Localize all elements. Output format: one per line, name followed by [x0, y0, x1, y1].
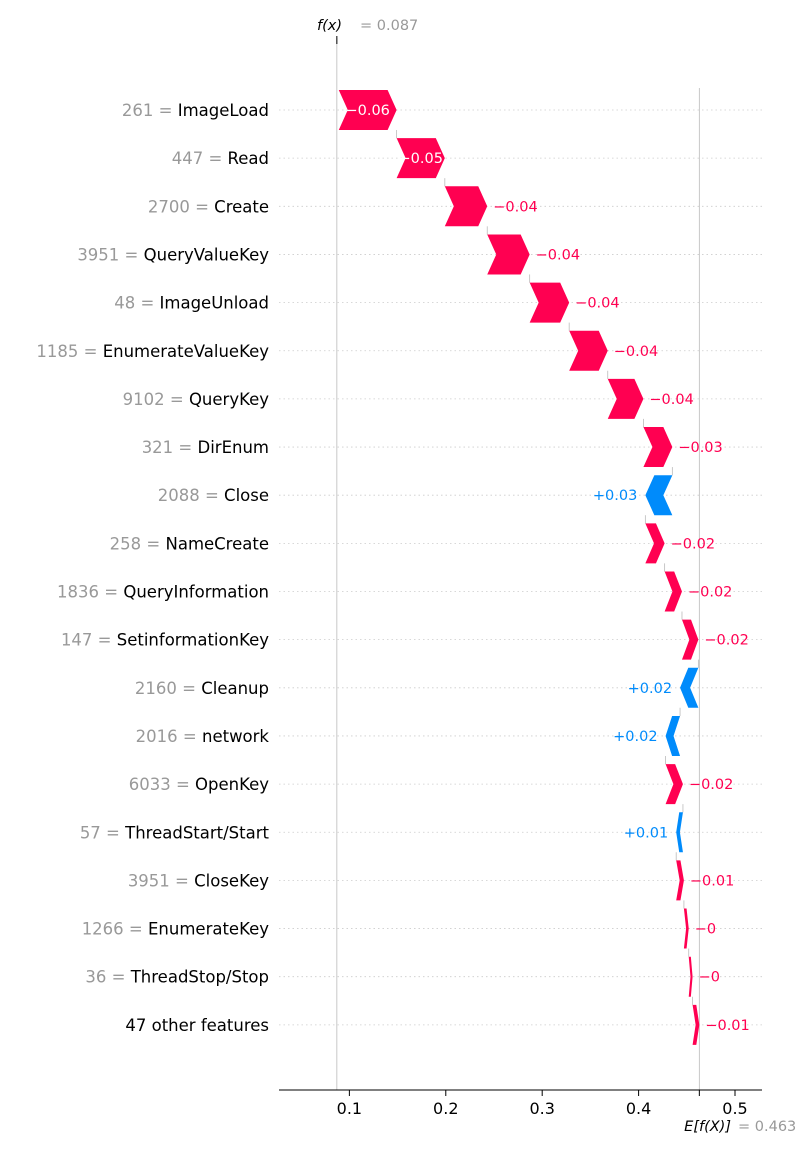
- bar-value-label: −0.01: [690, 873, 734, 889]
- feature-label: 261 = ImageLoad: [122, 101, 269, 120]
- bar-value-label: −0.02: [671, 536, 715, 552]
- bar-positive: [444, 186, 488, 227]
- bar-positive: [338, 90, 397, 130]
- feature-label: 1185 = EnumerateValueKey: [36, 342, 269, 361]
- reference-lines: [336, 36, 700, 1090]
- bar-value-label: −0.02: [704, 633, 748, 649]
- feature-label: 48 = ImageUnload: [114, 294, 269, 313]
- bar-value-label: −0.02: [689, 777, 733, 793]
- bar-value-label: −0.06: [345, 103, 389, 119]
- feature-label: 2088 = Close: [158, 486, 269, 505]
- bar-value-label: −0.03: [678, 440, 722, 456]
- feature-label: 2160 = Cleanup: [135, 679, 269, 698]
- base-value-label: E[f(X)]: [684, 1119, 731, 1135]
- x-tick-label: 0.3: [529, 1099, 554, 1118]
- base-value-text: = 0.463: [738, 1119, 796, 1135]
- bar-value-label: −0.04: [575, 296, 619, 312]
- bar-positive: [529, 282, 570, 323]
- feature-label: 3951 = QueryValueKey: [77, 245, 269, 264]
- feature-labels: 261 = ImageLoad 447 = Read 2700 = Create 39…: [36, 101, 269, 1035]
- bars: −0.06 −0.05 −0.04 −0.04 −0.04 −0.04 −0.04 −0.03…: [338, 90, 750, 1045]
- x-tick-label: 0.5: [722, 1099, 747, 1118]
- fx-header: f(x) = 0.087: [317, 18, 418, 34]
- bar-value-label: +0.01: [624, 825, 668, 841]
- feature-label: 447 = Read: [172, 149, 269, 168]
- bar-value-label: −0.02: [688, 585, 732, 601]
- base-value-footer: E[f(X)] = 0.463: [684, 1119, 796, 1135]
- x-tick-label: 0.2: [433, 1099, 458, 1118]
- bar-negative: [645, 475, 673, 516]
- bar-negative: [676, 812, 683, 853]
- bar-positive: [681, 619, 699, 660]
- bar-positive: [487, 234, 530, 275]
- row-gridlines: [279, 109, 762, 1026]
- bar-positive: [607, 378, 644, 419]
- bar-value-label: −0: [699, 970, 720, 986]
- fx-label: f(x): [317, 18, 342, 34]
- feature-label: 6033 = OpenKey: [129, 775, 270, 794]
- bar-positive: [665, 764, 683, 805]
- fx-value-text: = 0.087: [360, 18, 418, 34]
- bar-value-label: +0.03: [593, 488, 637, 504]
- feature-label: 47 other features: [125, 1016, 269, 1035]
- feature-label: 258 = NameCreate: [110, 534, 269, 553]
- bar-negative: [665, 715, 681, 756]
- bar-value-label: −0.01: [705, 1018, 749, 1034]
- feature-label: 1266 = EnumerateKey: [82, 920, 270, 939]
- feature-label: 147 = SetinformationKey: [61, 631, 269, 650]
- feature-label: 3951 = CloseKey: [128, 871, 269, 890]
- x-tick-label: 0.4: [626, 1099, 651, 1118]
- feature-label: 36 = ThreadStop/Stop: [85, 968, 269, 987]
- bar-value-label: −0.04: [493, 199, 537, 215]
- bar-positive: [396, 138, 445, 179]
- bar-value-label: +0.02: [628, 681, 672, 697]
- bar-value-label: −0.04: [649, 392, 693, 408]
- bar-value-label: −0: [695, 922, 716, 938]
- bar-positive: [643, 427, 673, 468]
- bar-value-label: −0.05: [398, 151, 442, 167]
- bar-positive: [676, 860, 684, 901]
- bar-positive: [645, 523, 665, 564]
- bar-positive: [692, 1004, 700, 1045]
- bar-value-label: +0.02: [613, 729, 657, 745]
- feature-label: 321 = DirEnum: [142, 438, 269, 457]
- bar-positive: [688, 956, 693, 997]
- x-tick-label: 0.1: [337, 1099, 362, 1118]
- bar-value-label: −0.04: [614, 344, 658, 360]
- bar-positive: [664, 571, 682, 612]
- feature-label: 2016 = network: [136, 727, 270, 746]
- bar-positive: [683, 908, 689, 949]
- feature-label: 9102 = QueryKey: [123, 390, 270, 409]
- bar-positive: [569, 330, 608, 371]
- bar-value-label: −0.04: [536, 247, 580, 263]
- feature-label: 1836 = QueryInformation: [57, 583, 269, 602]
- x-axis: 0.1 0.2 0.3 0.4 0.5: [279, 1089, 762, 1118]
- bar-negative: [680, 667, 699, 708]
- feature-label: 2700 = Create: [148, 197, 269, 216]
- feature-label: 57 = ThreadStart/Start: [80, 823, 270, 842]
